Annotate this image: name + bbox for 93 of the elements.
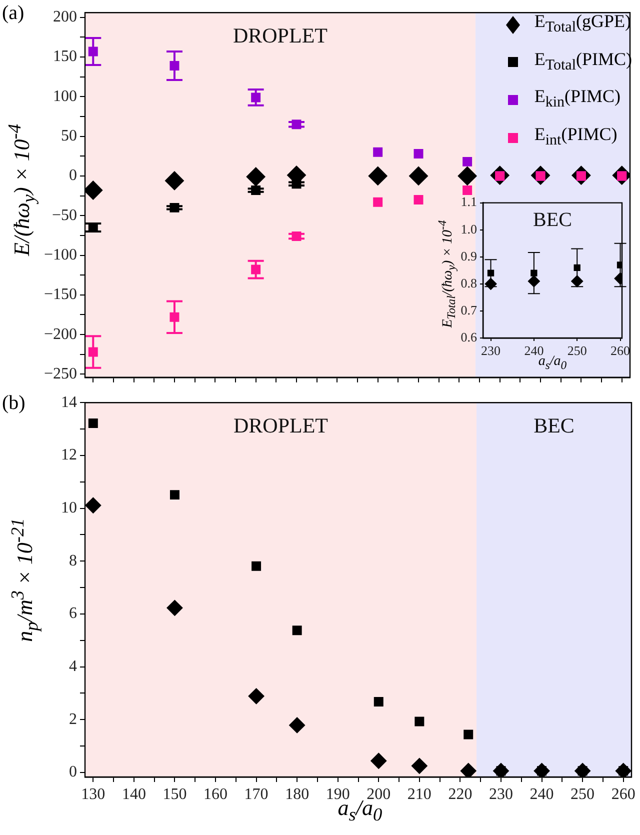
y-tick-label: −100 [44, 246, 77, 264]
y-tick-label: 150 [53, 48, 77, 66]
y-tick-label: 0.7 [460, 302, 478, 318]
y-tick-label: −250 [44, 365, 77, 382]
point [615, 762, 632, 777]
point [574, 762, 591, 777]
y-tick-label: 0.6 [460, 329, 478, 344]
y-tick-label: 14 [61, 394, 77, 411]
point [414, 716, 424, 726]
point [492, 762, 509, 777]
x-tick-label: 230 [488, 786, 513, 803]
y-tick-label: 1.1 [460, 194, 477, 210]
point [373, 147, 383, 157]
y-tick-label: 10 [61, 499, 77, 516]
x-tick-label: 200 [366, 786, 391, 803]
point [374, 696, 384, 706]
x-tick-label: 250 [570, 786, 595, 803]
point [462, 156, 472, 166]
x-tick-label: 160 [204, 786, 228, 803]
point [370, 752, 387, 769]
y-tick-label: 0 [69, 167, 77, 184]
point [170, 312, 180, 322]
x-tick-label: 150 [162, 786, 187, 803]
point [85, 180, 103, 200]
point [409, 166, 428, 186]
point [458, 166, 477, 186]
x-tick-label: 130 [81, 786, 106, 803]
y-tick-label: 8 [69, 552, 77, 570]
legend-label: E$_{kin}$(PIMC) [534, 85, 621, 113]
x-tick-label: 220 [448, 786, 472, 803]
point [292, 231, 302, 241]
point [571, 275, 584, 288]
point [251, 186, 261, 195]
y-tick-label: 0 [69, 764, 77, 781]
point [411, 758, 428, 774]
point [289, 717, 306, 734]
point [616, 262, 622, 268]
band-label: DROPLET [232, 24, 328, 48]
point [248, 688, 264, 704]
point [170, 490, 180, 500]
point [462, 186, 472, 195]
y-tick-label: −50 [52, 206, 77, 224]
x-tick-label: 240 [530, 786, 554, 803]
point [528, 275, 540, 288]
point [292, 626, 302, 636]
y-tick-label: 200 [53, 8, 77, 26]
point [252, 561, 262, 571]
y-tick-label: 4 [69, 658, 77, 676]
point [292, 120, 302, 130]
chart-title: BEC [533, 209, 572, 232]
point [460, 762, 476, 777]
x-tick-label: 260 [611, 786, 636, 803]
point [88, 418, 98, 428]
y-tick-label: −150 [44, 286, 77, 304]
point [85, 497, 102, 514]
legend-label: E$_{int}$(PIMC) [534, 122, 618, 150]
point [170, 202, 180, 212]
point [464, 730, 474, 740]
y-tick-label: 12 [61, 446, 77, 464]
point [574, 264, 580, 272]
point [88, 46, 98, 56]
x-tick-label: 210 [407, 786, 432, 803]
x-tick-label: 180 [285, 786, 310, 803]
text: (b) [2, 392, 26, 415]
y-tick-label: 2 [69, 710, 77, 728]
legend-label: E$_{Total}$(gGPE) [534, 10, 631, 38]
point [534, 762, 550, 777]
point [368, 166, 388, 186]
x-tick-label: 230 [481, 343, 501, 358]
x-tick-label: 250 [567, 343, 587, 358]
point [414, 195, 424, 204]
x-tick-label: 140 [122, 786, 146, 803]
text: (a) [2, 2, 24, 25]
x-tick-label: 260 [610, 343, 630, 358]
y-tick-label: 0.9 [460, 248, 477, 264]
y-tick-label: −200 [44, 326, 77, 343]
y-tick-label: 100 [53, 88, 77, 105]
point [170, 60, 180, 70]
point [292, 179, 302, 189]
point [164, 171, 184, 190]
point [166, 600, 183, 616]
point [530, 270, 538, 276]
y-tick-label: 6 [69, 605, 77, 622]
point [373, 197, 383, 207]
point [246, 167, 266, 186]
band-label: DROPLET [234, 414, 328, 438]
point [88, 347, 98, 357]
y-tick-label: 1.0 [460, 221, 477, 236]
y-tick-label: 0.8 [460, 275, 477, 290]
x-tick-label: 170 [244, 786, 268, 803]
y-tick-label: 50 [61, 128, 77, 145]
band-label: BEC [534, 414, 574, 438]
point [414, 149, 424, 159]
